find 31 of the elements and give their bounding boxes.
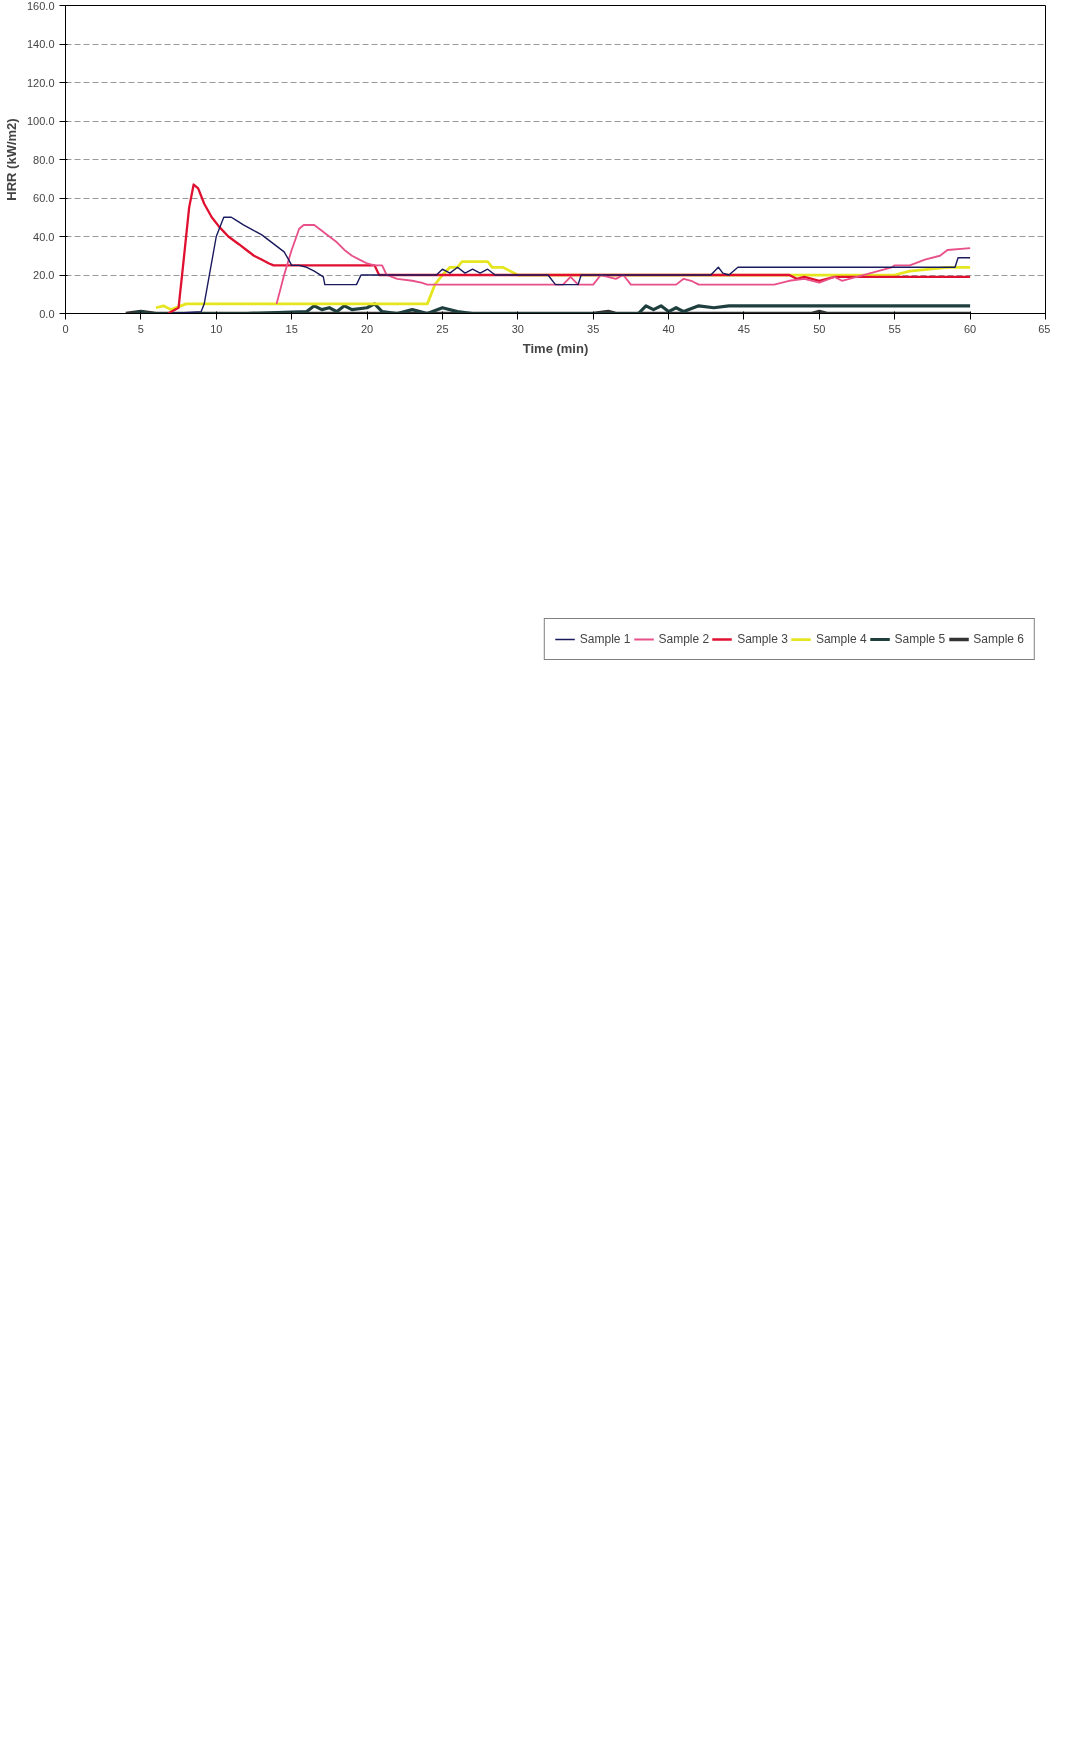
- legend-label: Sample 3: [737, 632, 788, 646]
- x-axis-title: Time (min): [522, 340, 589, 356]
- x-tick-label: 65: [1038, 322, 1051, 335]
- x-tick-label: 55: [888, 322, 901, 335]
- y-tick-label: 80.0: [33, 153, 55, 166]
- y-tick-label: 160.0: [26, 0, 55, 12]
- y-tick-label: 0.0: [39, 307, 55, 320]
- x-tick-label: 60: [964, 322, 977, 335]
- x-tick-label: 45: [737, 322, 751, 335]
- legend-label: Sample 5: [894, 632, 946, 646]
- legend-label: Sample 2: [658, 632, 710, 646]
- y-tick-label: 120.0: [26, 76, 55, 89]
- x-tick-label: 0: [62, 322, 69, 335]
- legend-label: Sample 4: [815, 632, 867, 646]
- y-tick-label: 140.0: [26, 38, 55, 50]
- x-tick-label: 10: [210, 322, 223, 335]
- legend-label: Sample 6: [973, 632, 1024, 646]
- x-tick-label: 5: [137, 322, 144, 335]
- x-tick-label: 25: [436, 322, 449, 335]
- x-tick-label: 15: [285, 322, 298, 335]
- x-tick-label: 35: [587, 322, 600, 335]
- legend-label: Sample 1: [579, 632, 631, 646]
- y-axis-title: HRR (kW/m2): [3, 118, 19, 201]
- x-tick-label: 40: [662, 322, 675, 335]
- x-tick-label: 20: [360, 322, 374, 335]
- y-tick-label: 100.0: [26, 115, 55, 127]
- y-tick-label: 20.0: [33, 269, 55, 281]
- y-tick-label: 60.0: [33, 192, 55, 204]
- y-tick-label: 40.0: [33, 230, 55, 243]
- x-tick-label: 30: [511, 322, 524, 335]
- x-tick-label: 50: [813, 322, 826, 335]
